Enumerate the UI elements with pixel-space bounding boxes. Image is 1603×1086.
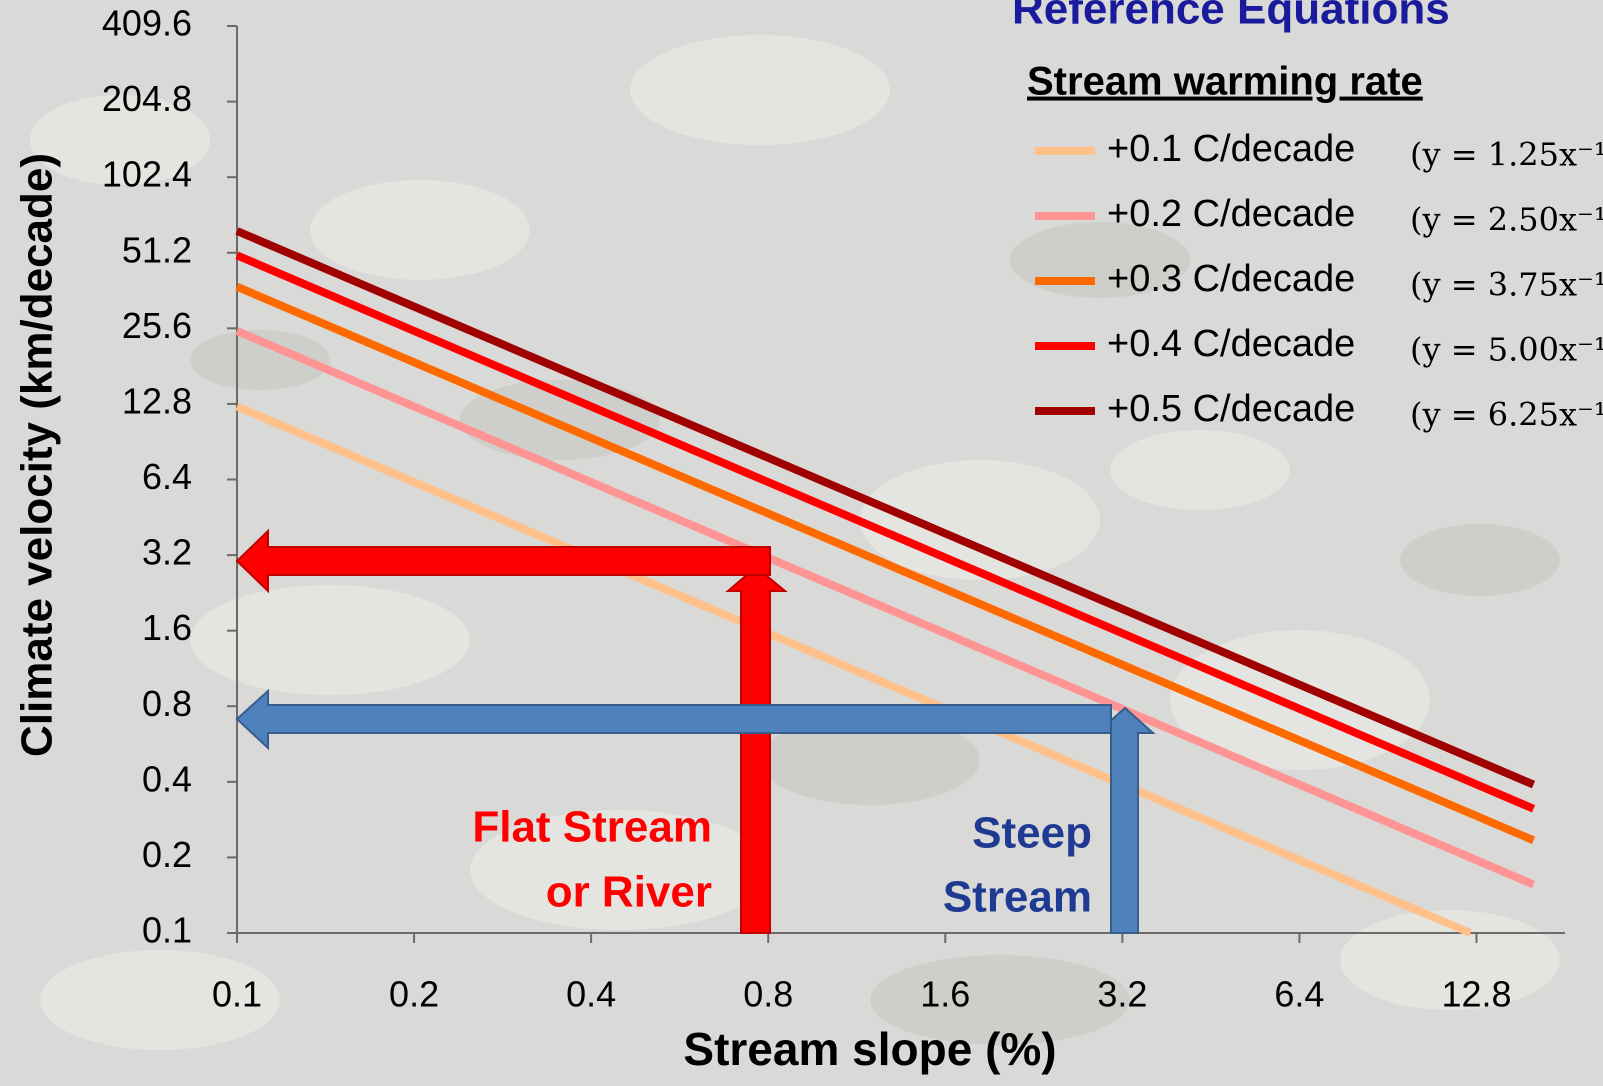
chart: 0.1 0.2 0.4 0.8 1.6 3.2 6.4 12.8 25.6 51.2 102.4 20… — [0, 0, 1603, 1086]
x-tick-label: 0.8 — [743, 974, 793, 1015]
x-tick-label: 6.4 — [1274, 974, 1324, 1015]
legend-equation: (y = 2.50x⁻¹) — [1410, 201, 1603, 239]
y-tick-label: 6.4 — [142, 456, 192, 497]
legend-label: +0.4 C/decade — [1107, 323, 1355, 365]
x-tick-label: 0.2 — [389, 974, 439, 1015]
legend-heading: Reference Equations — [1012, 0, 1450, 34]
legend-label: +0.3 C/decade — [1107, 258, 1355, 300]
y-tick-label: 0.4 — [142, 758, 192, 799]
x-tick-label: 1.6 — [920, 974, 970, 1015]
y-tick-label: 102.4 — [102, 154, 192, 195]
legend-label: +0.2 C/decade — [1107, 193, 1355, 235]
x-tick-label: 0.1 — [212, 974, 262, 1015]
x-tick-label: 3.2 — [1097, 974, 1147, 1015]
legend-equation: (y = 6.25x⁻¹) — [1410, 396, 1603, 434]
page: 0.1 0.2 0.4 0.8 1.6 3.2 6.4 12.8 25.6 51.2 102.4 20… — [0, 0, 1603, 1086]
legend-label: +0.5 C/decade — [1107, 388, 1355, 430]
y-tick-label: 0.8 — [142, 683, 192, 724]
y-tick-label: 12.8 — [122, 380, 192, 421]
y-tick-label: 204.8 — [102, 78, 192, 119]
y-tick-label: 25.6 — [122, 305, 192, 346]
y-axis-title: Climate velocity (km/decade) — [13, 153, 62, 757]
y-tick-label: 409.6 — [102, 3, 192, 44]
legend-equation: (y = 5.00x⁻¹) — [1410, 331, 1603, 369]
legend-title: Stream warming rate — [1027, 60, 1423, 104]
y-tick-label: 0.2 — [142, 834, 192, 875]
y-tick-label: 3.2 — [142, 532, 192, 573]
legend-equation: (y = 1.25x⁻¹) — [1410, 136, 1603, 174]
y-tick-label: 1.6 — [142, 607, 192, 648]
annotation: Stream — [943, 873, 1092, 922]
y-tick-label: 51.2 — [122, 229, 192, 270]
legend-label: +0.1 C/decade — [1107, 128, 1355, 170]
annotation: Steep — [972, 809, 1092, 858]
legend-equation: (y = 3.75x⁻¹) — [1410, 266, 1603, 304]
x-tick-label: 0.4 — [566, 974, 616, 1015]
y-tick-label: 0.1 — [142, 910, 192, 951]
x-axis-title: Stream slope (%) — [683, 1023, 1056, 1075]
x-tick-label: 12.8 — [1441, 974, 1511, 1015]
annotation: Flat Stream — [472, 803, 712, 852]
annotation: or River — [546, 868, 712, 917]
background — [0, 0, 1603, 1086]
